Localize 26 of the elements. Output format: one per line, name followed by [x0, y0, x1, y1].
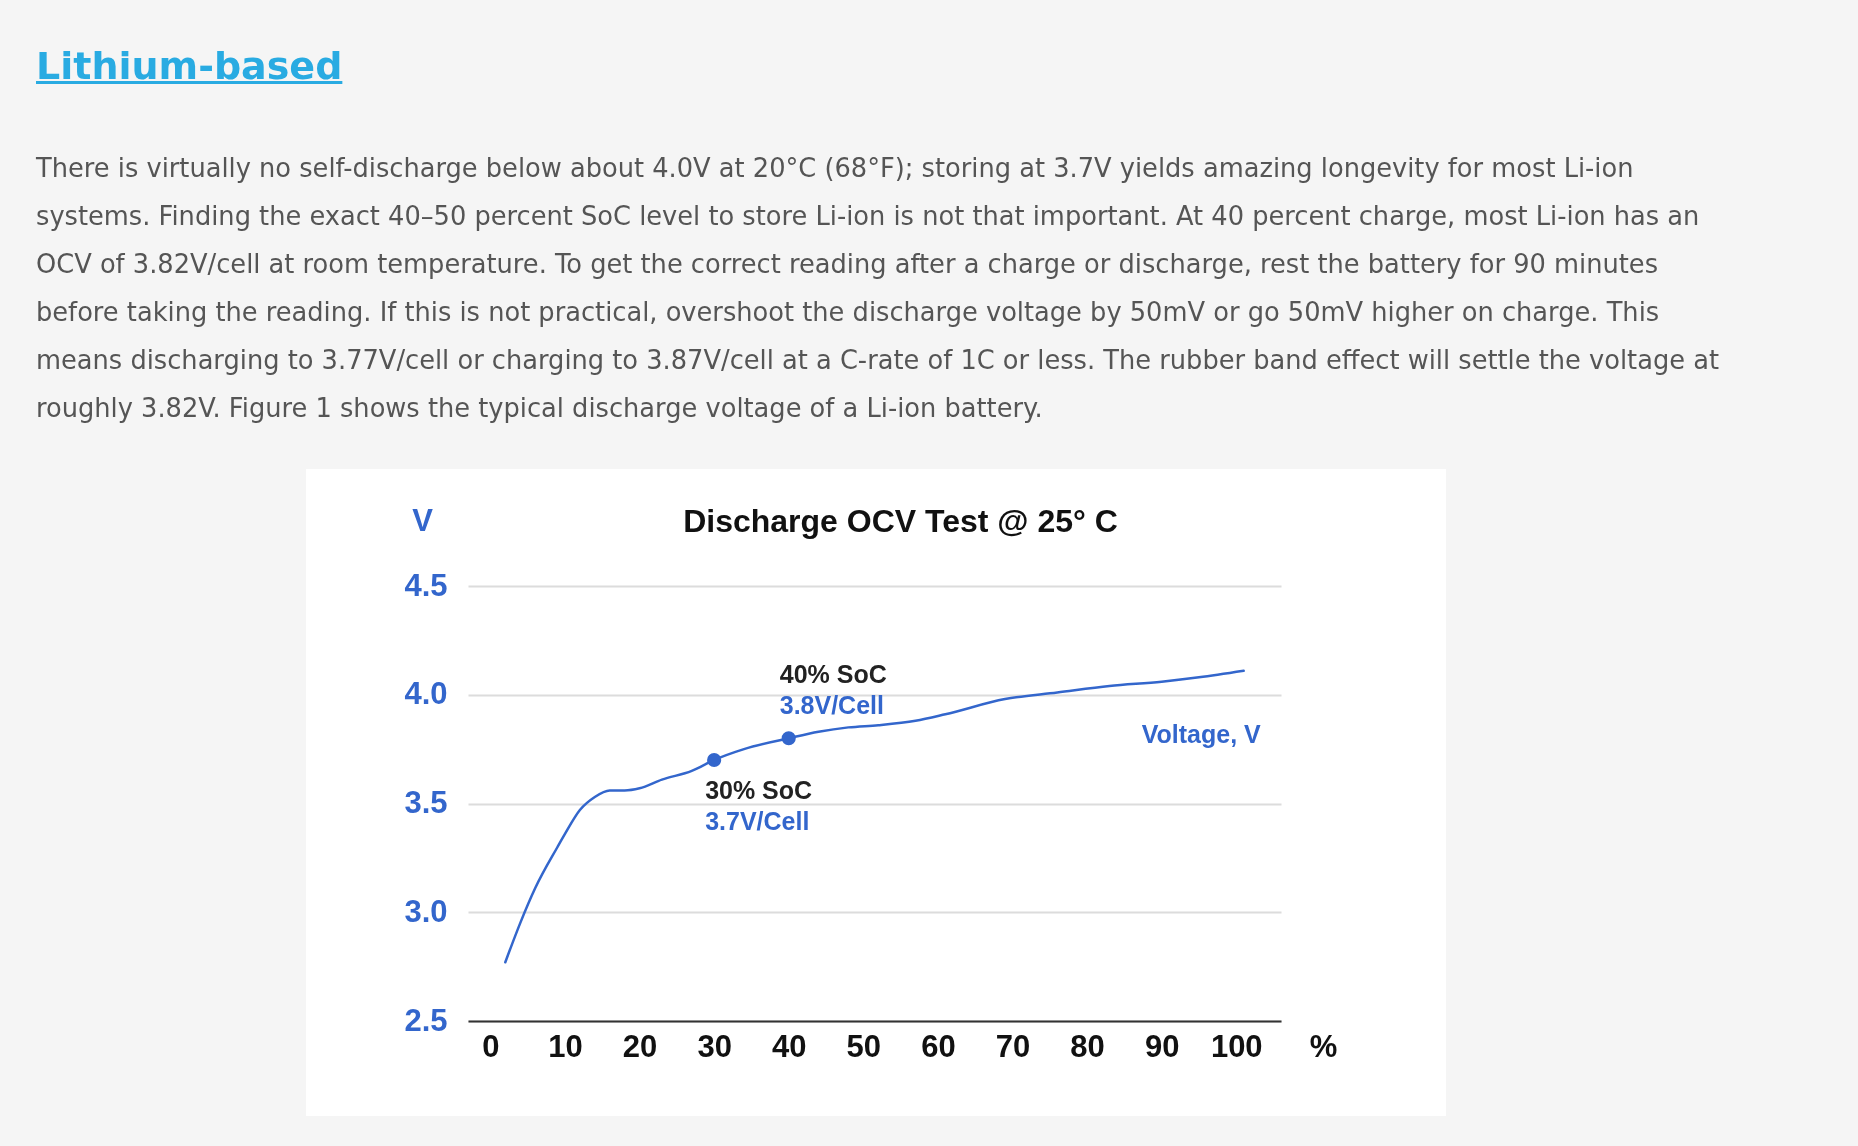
x-tick-label: 70	[995, 1028, 1031, 1064]
x-tick-label: 80	[1070, 1028, 1105, 1064]
x-tick-label: 10	[548, 1028, 583, 1064]
y-tick-label: 2.5	[404, 1002, 448, 1038]
y-tick-label: 4.0	[404, 676, 448, 712]
data-label: 3.8V/Cell	[779, 691, 884, 720]
x-tick-label: 60	[921, 1028, 956, 1064]
y-axis-title: V	[412, 502, 434, 538]
y-tick-label: 3.5	[404, 785, 448, 820]
data-label: 3.7V/Cell	[705, 807, 810, 835]
x-tick-label: 0	[482, 1028, 500, 1064]
x-axis-title: %	[1309, 1028, 1338, 1064]
series-label: Voltage, V	[1141, 719, 1262, 748]
y-tick-label: 3.0	[404, 893, 448, 929]
chart-title: Discharge OCV Test @ 25° C	[683, 503, 1118, 539]
text: There is virtually no self-discharge below about 4.0V at 20°C (68°F); storing at 3.7V yields amazing longevity for most Li-ion systems. Finding the exact 40–50 percent SoC level to store Li-ion is not that important. At 40 percent charge, most Li-ion has an OCV of 3.82V/cell at room temperature. To get the correct reading after a charge or discharge, rest the battery for 90 minutes before taking the reading. If this is not practical, overshoot the discharge voltage by 50mV or go 50mV higher on charge. This means discharging to 3.77V/cell or charging to 3.87V/cell at a C-rate of 1C or less. The rubber band effect will settle the voltage at roughly 3.82V. Figure 1 shows the typical discharge voltage of a Li-ion battery.	[36, 152, 1720, 425]
annotation: 40% SoC	[779, 660, 887, 689]
text: Lithium-based	[36, 43, 344, 90]
x-tick-label: 100	[1210, 1028, 1263, 1064]
x-tick-label: 90	[1144, 1028, 1180, 1064]
x-tick-label: 30	[697, 1028, 732, 1064]
x-tick-label: 50	[846, 1028, 882, 1064]
x-tick-label: 40	[771, 1028, 807, 1064]
x-tick-label: 20	[622, 1028, 658, 1064]
y-tick-label: 4.5	[404, 567, 448, 603]
annotation: 30% SoC	[705, 776, 813, 804]
